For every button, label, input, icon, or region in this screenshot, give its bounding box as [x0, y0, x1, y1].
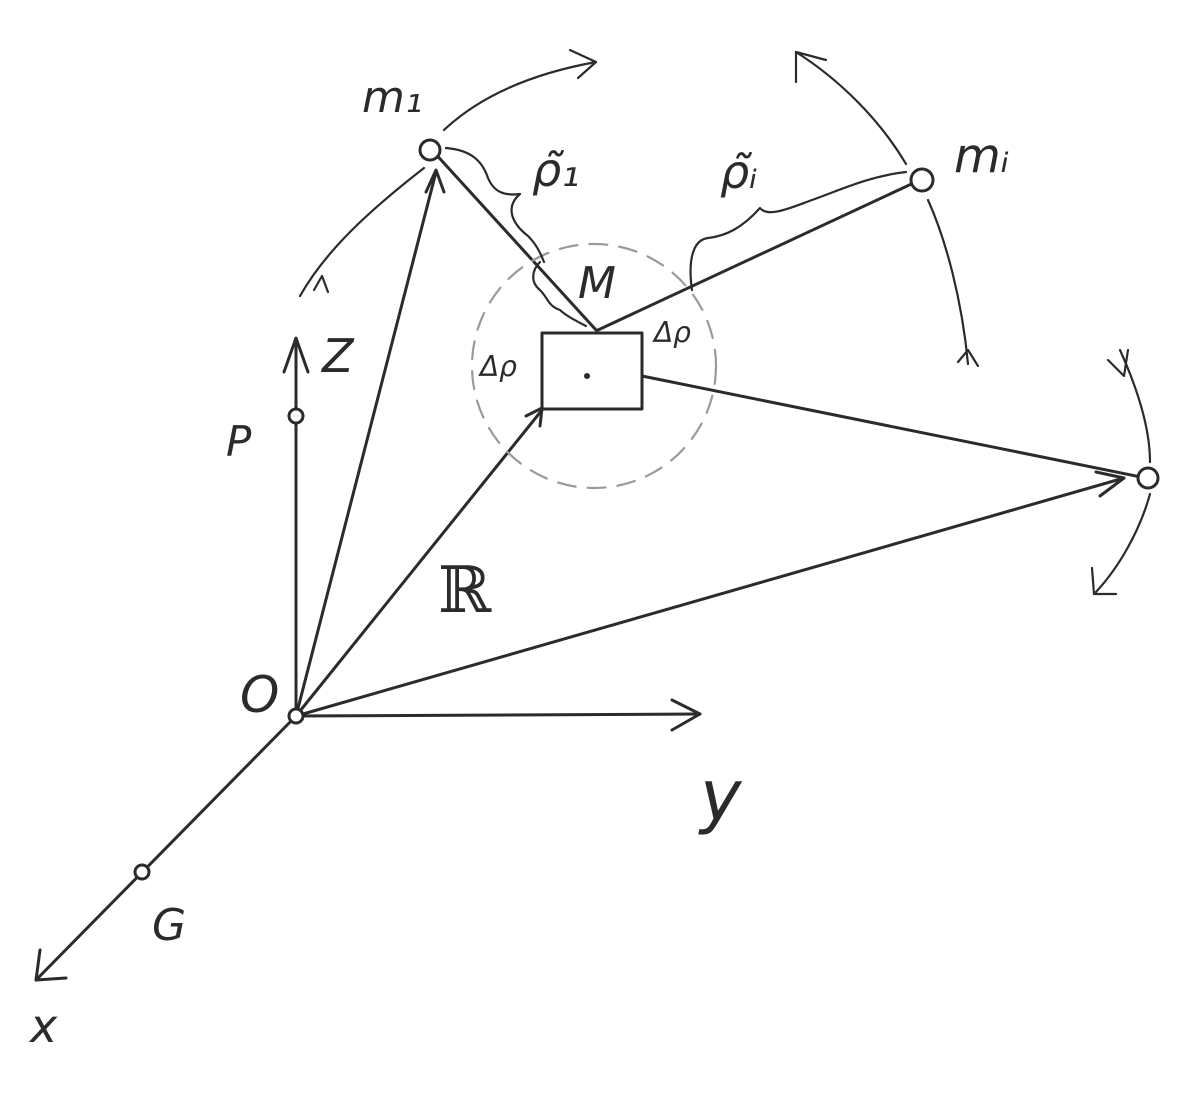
y-axis: [294, 698, 702, 732]
p-node: [287, 407, 305, 425]
brace-rho1: [444, 146, 546, 264]
x-axis-label: x: [28, 999, 58, 1053]
x-axis: [34, 714, 298, 982]
neighbourhood-circle: [470, 242, 718, 490]
m-label: M: [578, 258, 616, 309]
rotation-arrow-m1: [298, 48, 598, 298]
brace-rhoi: [689, 170, 908, 292]
delta-rho-left-label: Δρ: [478, 350, 517, 383]
vector-to-m1: [294, 168, 446, 718]
y-axis-label: y: [698, 755, 743, 837]
right-point-node: [1136, 466, 1160, 490]
rho1-label: ρ̃₁: [532, 143, 580, 197]
rotation-arrow-mi: [794, 50, 980, 368]
g-label: G: [152, 900, 186, 951]
vector-r-to-m: [294, 406, 544, 718]
m1-label: m₁: [362, 72, 423, 123]
mi-node: [909, 167, 935, 193]
m1-node: [418, 138, 442, 162]
r-label: ℝ: [438, 554, 492, 628]
origin-label: O: [240, 666, 279, 724]
g-node: [133, 863, 151, 881]
brace-delta-left: [532, 260, 588, 328]
p-label: P: [226, 417, 252, 466]
delta-rho-right-label: Δρ: [652, 316, 691, 349]
line-m-to-right-point: [640, 374, 1148, 480]
vector-to-right-point: [294, 470, 1126, 718]
z-axis: [282, 336, 310, 718]
origin-node: [287, 707, 305, 725]
rhoi-label: ρ̃ᵢ: [720, 145, 757, 199]
element-center-dot: [584, 373, 590, 379]
line-m1-to-m: [430, 148, 598, 332]
mi-label: mᵢ: [954, 128, 1009, 184]
rotation-arrow-right-point: [1090, 348, 1152, 596]
line-mi-to-m: [596, 178, 922, 332]
z-axis-label: Z: [320, 329, 355, 383]
element-box: [540, 331, 644, 411]
